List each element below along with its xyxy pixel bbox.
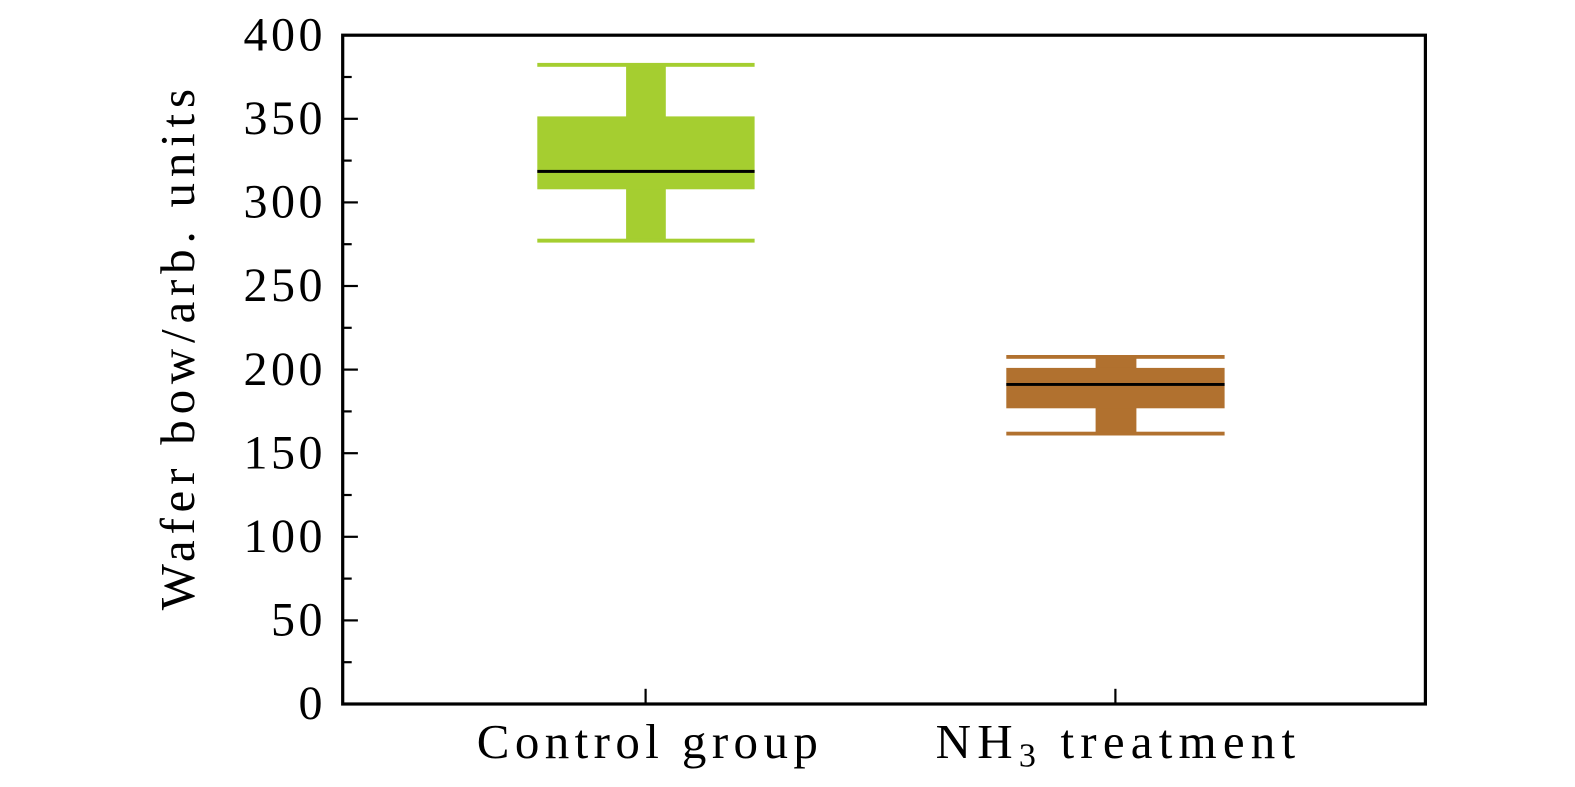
svg-text:50: 50 [271, 594, 326, 647]
svg-text:300: 300 [244, 176, 327, 229]
svg-text:Control group: Control group [477, 714, 824, 769]
svg-text:250: 250 [244, 259, 327, 312]
svg-text:150: 150 [244, 426, 327, 479]
svg-text:350: 350 [244, 92, 327, 145]
svg-text:400: 400 [244, 8, 327, 61]
svg-text:200: 200 [244, 343, 327, 396]
svg-text:0: 0 [299, 677, 327, 730]
svg-text:NH3 treatment: NH3 treatment [936, 714, 1302, 775]
svg-text:Wafer bow/arb. units: Wafer bow/arb. units [150, 83, 205, 610]
svg-text:100: 100 [244, 510, 327, 563]
